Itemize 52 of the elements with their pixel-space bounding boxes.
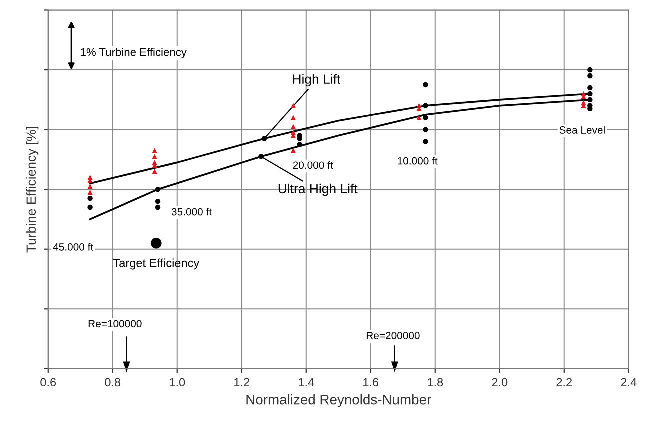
point bbox=[152, 154, 158, 160]
point bbox=[423, 82, 428, 88]
annotation: Sea Level bbox=[560, 126, 605, 134]
point bbox=[423, 103, 428, 108]
point bbox=[416, 115, 422, 120]
x-tick-label: 1.8 bbox=[428, 378, 444, 387]
x-tick-label: 2.4 bbox=[621, 378, 637, 387]
point bbox=[423, 127, 428, 132]
point bbox=[588, 85, 593, 91]
point bbox=[88, 196, 93, 202]
x-tick-label: 0.8 bbox=[105, 378, 121, 387]
x-tick-label: 0.6 bbox=[40, 378, 56, 387]
x-tick-label: 1.0 bbox=[170, 378, 186, 387]
point bbox=[258, 154, 264, 160]
point bbox=[88, 184, 93, 190]
point bbox=[155, 186, 161, 192]
point bbox=[588, 73, 593, 79]
point bbox=[152, 169, 158, 174]
point bbox=[290, 124, 296, 130]
point bbox=[152, 148, 158, 154]
point bbox=[290, 103, 296, 108]
point bbox=[588, 67, 593, 73]
x-tick-label: 1.6 bbox=[364, 378, 379, 387]
x-axis-title: Normalized Reynolds-Number bbox=[246, 394, 432, 408]
x-tick-label: 1.2 bbox=[234, 378, 250, 387]
point bbox=[290, 148, 296, 154]
point bbox=[423, 115, 428, 120]
text: High Lift bbox=[293, 74, 341, 87]
point bbox=[297, 142, 303, 148]
point bbox=[588, 97, 593, 103]
point bbox=[423, 139, 428, 144]
point bbox=[88, 190, 93, 196]
annotation: 10.000 ft bbox=[398, 157, 438, 165]
annotation: 20.000 ft bbox=[293, 161, 334, 170]
x-tick-label: 1.4 bbox=[299, 378, 314, 387]
annotation: Re=100000 bbox=[88, 320, 142, 328]
x-tick-label: 2.0 bbox=[492, 378, 508, 387]
annotation: 35.000 ft bbox=[172, 208, 212, 216]
point bbox=[262, 136, 268, 142]
legend-label: Ultra High Lift bbox=[278, 184, 358, 196]
x-tick-label: 2.2 bbox=[556, 378, 572, 387]
point bbox=[155, 198, 161, 204]
point bbox=[290, 115, 296, 120]
annotation: 45.000 ft bbox=[53, 243, 94, 251]
point bbox=[588, 91, 593, 97]
y-axis-title: Turbine Efficiency [%] bbox=[26, 127, 39, 253]
series-label: Target Efficiency bbox=[113, 258, 200, 270]
point bbox=[155, 204, 161, 210]
point bbox=[88, 204, 93, 210]
annotation: Re=200000 bbox=[366, 332, 420, 340]
point bbox=[151, 238, 162, 249]
text: 1% Turbine Efficiency bbox=[81, 48, 187, 58]
